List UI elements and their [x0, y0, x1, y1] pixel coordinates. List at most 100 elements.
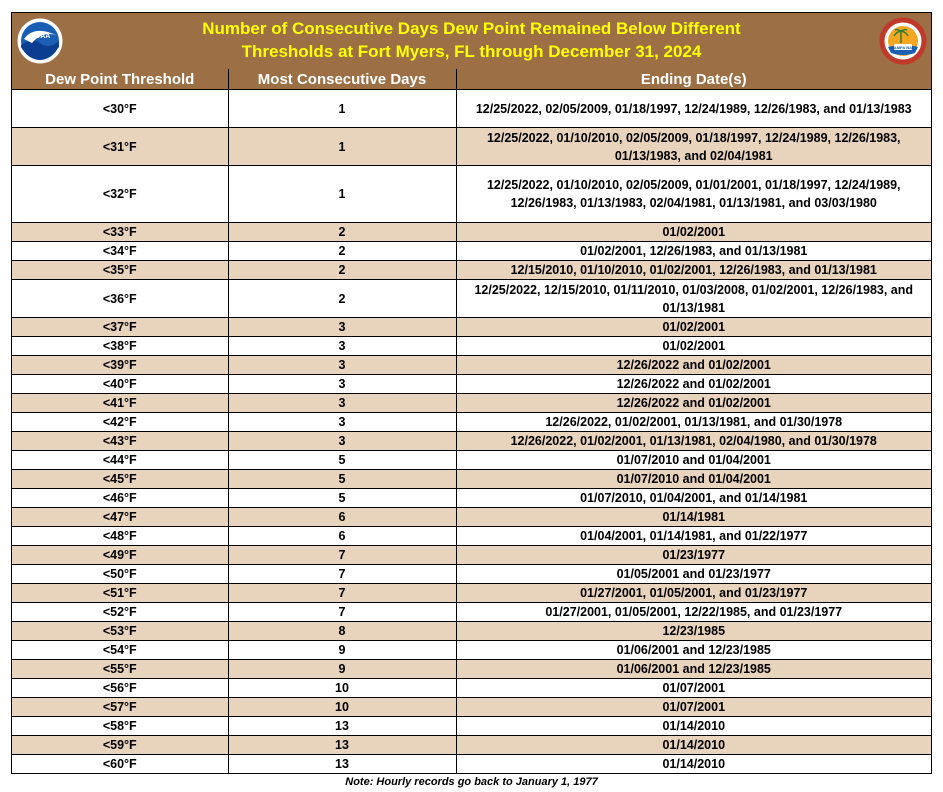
threshold-cell: <36°F — [12, 279, 228, 318]
table-row: <46°F 5 01/07/2010, 01/04/2001, and 01/14/… — [12, 488, 931, 508]
days-cell: 3 — [227, 317, 456, 337]
threshold-cell: <45°F — [12, 469, 228, 489]
table-row: <43°F 3 12/26/2022, 01/02/2001, 01/13/1981… — [12, 431, 931, 451]
ending-dates-cell: 01/06/2001 and 12/23/1985 — [455, 640, 931, 660]
days-cell: 3 — [227, 336, 456, 356]
table-row: <33°F 2 01/02/2001 — [12, 222, 931, 242]
threshold-cell: <53°F — [12, 621, 228, 641]
ending-dates-cell: 01/14/1981 — [455, 507, 931, 527]
threshold-cell: <48°F — [12, 526, 228, 546]
table-row: <36°F 2 12/25/2022, 12/15/2010, 01/11/2010… — [12, 279, 931, 318]
threshold-cell: <58°F — [12, 716, 228, 736]
days-cell: 1 — [227, 89, 456, 128]
ending-dates-cell: 01/02/2001 — [455, 222, 931, 242]
table-row: <32°F 1 12/25/2022, 01/10/2010, 02/05/2009… — [12, 165, 931, 223]
ending-dates-cell: 01/27/2001, 01/05/2001, 12/22/1985, and … — [455, 602, 931, 622]
days-cell: 6 — [227, 526, 456, 546]
days-cell: 9 — [227, 659, 456, 679]
threshold-cell: <39°F — [12, 355, 228, 375]
table-row: <45°F 5 01/07/2010 and 01/04/2001 — [12, 469, 931, 489]
days-cell: 7 — [227, 545, 456, 565]
noaa-logo-icon: NOAA — [16, 17, 64, 65]
ending-dates-cell: 01/23/1977 — [455, 545, 931, 565]
threshold-cell: <35°F — [12, 260, 228, 280]
title-line-2: Thresholds at Fort Myers, FL through Dec… — [241, 42, 702, 61]
table-row: <47°F 6 01/14/1981 — [12, 507, 931, 527]
ending-dates-cell: 01/07/2001 — [455, 697, 931, 717]
threshold-cell: <32°F — [12, 165, 228, 223]
table-row: <31°F 1 12/25/2022, 01/10/2010, 02/05/2009… — [12, 127, 931, 166]
days-cell: 2 — [227, 222, 456, 242]
ending-dates-cell: 12/23/1985 — [455, 621, 931, 641]
table-row: <52°F 7 01/27/2001, 01/05/2001, 12/22/1985… — [12, 602, 931, 622]
days-cell: 3 — [227, 393, 456, 413]
table-row: <57°F 10 01/07/2001 — [12, 697, 931, 717]
ending-dates-cell: 12/26/2022 and 01/02/2001 — [455, 393, 931, 413]
ending-dates-cell: 12/26/2022, 01/02/2001, 01/13/1981, 02/0… — [455, 431, 931, 451]
ending-dates-cell: 01/02/2001, 12/26/1983, and 01/13/1981 — [455, 241, 931, 261]
ending-dates-cell: 01/02/2001 — [455, 336, 931, 356]
table-row: <41°F 3 12/26/2022 and 01/02/2001 — [12, 393, 931, 413]
threshold-cell: <34°F — [12, 241, 228, 261]
title-line-1: Number of Consecutive Days Dew Point Rem… — [202, 19, 741, 38]
threshold-cell: <33°F — [12, 222, 228, 242]
threshold-cell: <56°F — [12, 678, 228, 698]
days-cell: 3 — [227, 412, 456, 432]
threshold-cell: <55°F — [12, 659, 228, 679]
table-row: <56°F 10 01/07/2001 — [12, 678, 931, 698]
threshold-cell: <51°F — [12, 583, 228, 603]
table-row: <34°F 2 01/02/2001, 12/26/1983, and 01/13/… — [12, 241, 931, 261]
days-cell: 1 — [227, 127, 456, 166]
threshold-cell: <40°F — [12, 374, 228, 394]
ending-dates-cell: 01/07/2010 and 01/04/2001 — [455, 469, 931, 489]
table-row: <35°F 2 12/15/2010, 01/10/2010, 01/02/2001… — [12, 260, 931, 280]
table-row: <54°F 9 01/06/2001 and 12/23/1985 — [12, 640, 931, 660]
threshold-cell: <54°F — [12, 640, 228, 660]
threshold-cell: <44°F — [12, 450, 228, 470]
footnote: Note: Hourly records go back to January … — [345, 776, 598, 788]
table-row: <53°F 8 12/23/1985 — [12, 621, 931, 641]
days-cell: 1 — [227, 165, 456, 223]
ending-dates-cell: 12/25/2022, 01/10/2010, 02/05/2009, 01/0… — [455, 165, 931, 223]
days-cell: 5 — [227, 469, 456, 489]
days-cell: 7 — [227, 564, 456, 584]
days-cell: 13 — [227, 754, 456, 773]
days-cell: 8 — [227, 621, 456, 641]
threshold-cell: <42°F — [12, 412, 228, 432]
ending-dates-cell: 01/06/2001 and 12/23/1985 — [455, 659, 931, 679]
days-cell: 10 — [227, 678, 456, 698]
threshold-cell: <41°F — [12, 393, 228, 413]
table-row: <50°F 7 01/05/2001 and 01/23/1977 — [12, 564, 931, 584]
ending-dates-cell: 12/15/2010, 01/10/2010, 01/02/2001, 12/2… — [455, 260, 931, 280]
days-cell: 2 — [227, 279, 456, 318]
threshold-cell: <30°F — [12, 89, 228, 128]
ending-dates-cell: 12/26/2022, 01/02/2001, 01/13/1981, and … — [455, 412, 931, 432]
ending-dates-cell: 01/07/2010, 01/04/2001, and 01/14/1981 — [455, 488, 931, 508]
threshold-cell: <43°F — [12, 431, 228, 451]
table-row: <38°F 3 01/02/2001 — [12, 336, 931, 356]
ending-dates-cell: 01/07/2001 — [455, 678, 931, 698]
table-row: <59°F 13 01/14/2010 — [12, 735, 931, 755]
table-row: <49°F 7 01/23/1977 — [12, 545, 931, 565]
days-cell: 10 — [227, 697, 456, 717]
table-row: <58°F 13 01/14/2010 — [12, 716, 931, 736]
ending-dates-cell: 01/14/2010 — [455, 754, 931, 773]
days-cell: 13 — [227, 735, 456, 755]
ending-dates-cell: 01/04/2001, 01/14/1981, and 01/22/1977 — [455, 526, 931, 546]
days-cell: 2 — [227, 241, 456, 261]
table-row: <55°F 9 01/06/2001 and 12/23/1985 — [12, 659, 931, 679]
threshold-cell: <46°F — [12, 488, 228, 508]
days-cell: 13 — [227, 716, 456, 736]
noaa-logo-text: NOAA — [30, 33, 51, 40]
table-row: <30°F 1 12/25/2022, 02/05/2009, 01/18/1997… — [12, 89, 931, 128]
threshold-cell: <31°F — [12, 127, 228, 166]
ending-dates-cell: 01/02/2001 — [455, 317, 931, 337]
threshold-cell: <60°F — [102, 757, 137, 771]
ending-dates-cell: 01/14/2010 — [455, 716, 931, 736]
ending-dates-cell: 12/25/2022, 01/10/2010, 02/05/2009, 01/1… — [455, 127, 931, 166]
table-row: <44°F 5 01/07/2010 and 01/04/2001 — [12, 450, 931, 470]
nws-logo-subtext: TAMPA BAY — [892, 45, 915, 50]
table-row: <48°F 6 01/04/2001, 01/14/1981, and 01/22/… — [12, 526, 931, 546]
table-row: <37°F 3 01/02/2001 — [12, 317, 931, 337]
records-table-panel: NOAA Number of Consecutive Days Dew Poin… — [11, 12, 932, 774]
